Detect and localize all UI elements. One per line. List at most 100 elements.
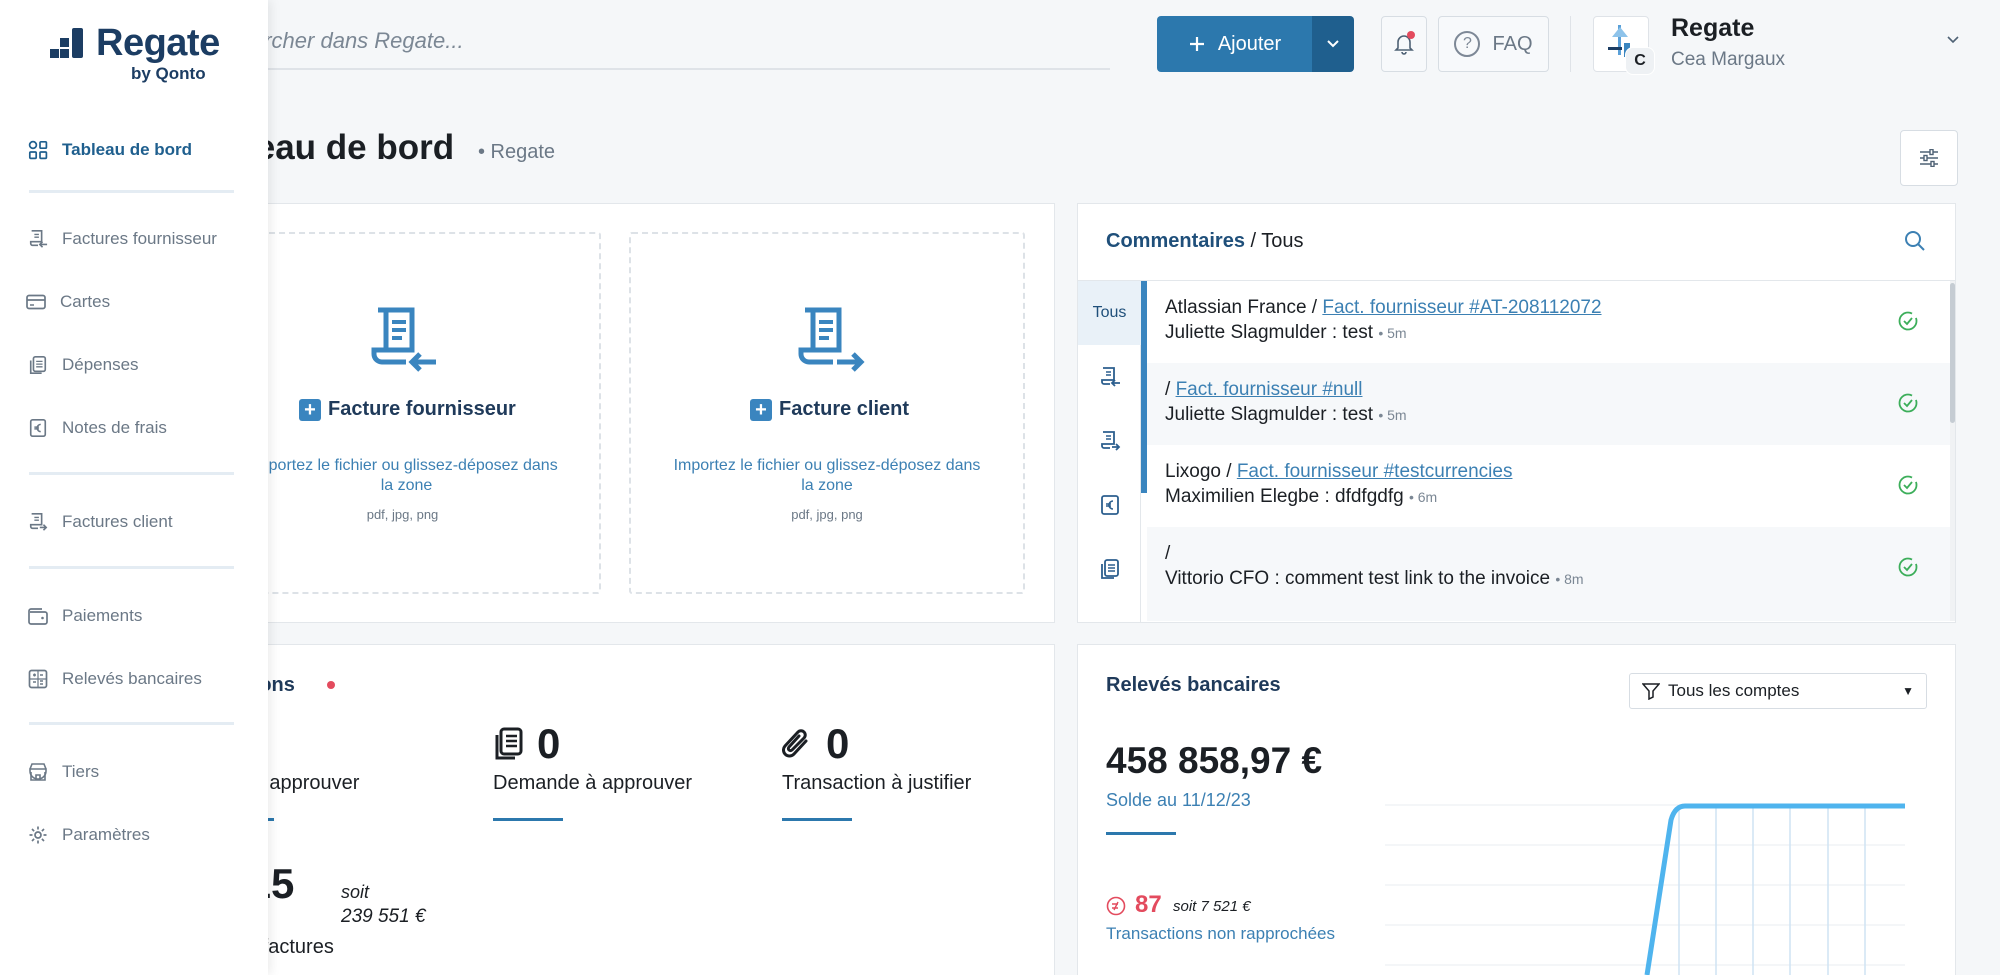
comment-time: • 6m xyxy=(1408,489,1438,505)
documents-icon xyxy=(29,356,47,374)
comments-filter[interactable]: / Tous xyxy=(1250,230,1304,252)
sidebar-item-expense-reports[interactable]: Notes de frais xyxy=(28,418,167,438)
notifications-button[interactable] xyxy=(1381,16,1427,72)
comment-row[interactable]: Lixogo / Fact. fournisseur #testcurrenci… xyxy=(1147,445,1950,527)
comment-time: • 5m xyxy=(1378,325,1407,341)
unreconciled-label: Transactions non rapprochées xyxy=(1106,924,1336,943)
sidebar-item-third-parties[interactable]: Tiers xyxy=(28,762,99,782)
comments-divider xyxy=(1078,280,1955,281)
add-dropdown-button[interactable] xyxy=(1312,16,1354,72)
comment-invoice-link[interactable]: Fact. fournisseur #AT-208112072 xyxy=(1322,297,1602,318)
client-invoice-icon xyxy=(29,513,48,531)
add-button-label: Ajouter xyxy=(1217,32,1282,55)
client-invoice-dropzone[interactable] xyxy=(629,232,1025,594)
invoices-soit: soit xyxy=(341,882,370,902)
sidebar-item-settings[interactable]: Paramètres xyxy=(28,825,150,845)
check-circle-icon[interactable] xyxy=(1898,557,1918,577)
unlinked-icon xyxy=(1106,896,1126,916)
regate-logo[interactable]: Regate xyxy=(96,22,220,64)
user-name[interactable]: Cea Margaux xyxy=(1671,49,1786,70)
comments-heading: Commentaires xyxy=(1106,230,1245,252)
sidebar-divider xyxy=(29,472,234,475)
sidebar-item-dashboard[interactable]: Tableau de bord xyxy=(28,140,192,160)
check-circle-icon[interactable] xyxy=(1898,475,1918,495)
tab-expense-reports[interactable] xyxy=(1078,473,1141,537)
account-filter-select[interactable]: Tous les comptes ▼ xyxy=(1629,673,1927,709)
alert-dot xyxy=(327,681,335,689)
faq-label: FAQ xyxy=(1492,32,1533,55)
sidebar-divider xyxy=(29,566,234,569)
supplier-invoice-title[interactable]: + Facture fournisseur xyxy=(299,398,516,421)
invoices-amount: 239 551 € xyxy=(341,906,426,927)
comments-scrollbar[interactable] xyxy=(1950,281,1955,621)
dashboard-icon xyxy=(28,140,48,160)
sidebar-item-bank-statements[interactable]: Relevés bancaires xyxy=(28,669,202,689)
euro-receipt-icon xyxy=(1100,495,1119,515)
stat-underline xyxy=(493,818,563,821)
balance-chart xyxy=(1385,803,1905,975)
comment-row[interactable]: Atlassian France / Fact. fournisseur #AT… xyxy=(1147,281,1950,363)
chevron-down-icon xyxy=(1327,40,1339,48)
sidebar-item-label: Relevés bancaires xyxy=(62,669,202,688)
add-button[interactable]: Ajouter xyxy=(1157,16,1312,72)
sidebar-item-label: Notes de frais xyxy=(62,418,167,437)
client-invoice-desc: Importez le fichier ou glissez-déposez d… xyxy=(673,457,981,494)
supplier-invoice-icon xyxy=(1100,367,1120,387)
comment-row[interactable]: / Fact. fournisseur #null Juliette Slagm… xyxy=(1147,363,1950,445)
sidebar-item-expenses[interactable]: Dépenses xyxy=(28,355,139,375)
comments-scrollbar-thumb[interactable] xyxy=(1950,283,1955,423)
sidebar-item-label: Paiements xyxy=(62,606,143,625)
gear-icon xyxy=(29,826,47,844)
company-name[interactable]: Regate xyxy=(1671,14,1755,42)
search-underline xyxy=(240,68,1110,70)
supplier-invoice-icon xyxy=(29,230,48,248)
actions-card xyxy=(230,644,1055,975)
sidebar-item-client-invoices[interactable]: Factures client xyxy=(28,512,173,532)
balance-underline xyxy=(1106,832,1176,835)
tab-supplier-invoices[interactable] xyxy=(1078,345,1141,409)
stat-transactions-to-justify-label: Transaction à justifier xyxy=(782,772,972,794)
check-circle-icon[interactable] xyxy=(1898,393,1918,413)
sidebar-item-payments[interactable]: Paiements xyxy=(28,606,142,626)
customize-dashboard-button[interactable] xyxy=(1900,130,1958,186)
euro-receipt-icon xyxy=(29,419,47,437)
filter-icon xyxy=(1642,683,1660,700)
stat-underline xyxy=(782,818,852,821)
active-comment-indicator xyxy=(1141,281,1147,493)
comment-text: Maximilien Elegbe : dfdfgdfg xyxy=(1165,486,1404,507)
stat-requests-to-approve-count[interactable]: 0 xyxy=(537,720,561,767)
check-circle-icon[interactable] xyxy=(1898,311,1918,331)
comment-text: Vittorio CFO : comment test link to the … xyxy=(1165,568,1551,589)
comment-supplier: / xyxy=(1165,543,1171,564)
company-logo[interactable] xyxy=(1593,16,1649,72)
comment-text: Juliette Slagmulder : test xyxy=(1165,322,1374,343)
comment-row[interactable]: / Vittorio CFO : comment test link to th… xyxy=(1147,527,1950,621)
sidebar xyxy=(0,0,268,975)
chevron-down-icon[interactable] xyxy=(1947,36,1959,44)
plus-icon: + xyxy=(299,398,321,421)
faq-button[interactable]: ? FAQ xyxy=(1438,16,1549,72)
paperclip-icon xyxy=(782,729,808,758)
sidebar-item-supplier-invoices[interactable]: Factures fournisseur xyxy=(28,229,217,249)
search-icon[interactable] xyxy=(1904,230,1926,252)
client-invoice-title[interactable]: + Facture client xyxy=(750,398,909,421)
client-invoice-types: pdf, jpg, png xyxy=(791,507,863,522)
header-divider xyxy=(1570,16,1571,72)
unreconciled-count[interactable]: 87 xyxy=(1135,891,1162,918)
sidebar-item-label: Tiers xyxy=(62,762,100,781)
comment-invoice-link[interactable]: Fact. fournisseur #null xyxy=(1175,379,1363,400)
tab-all[interactable]: Tous xyxy=(1078,281,1141,345)
comments-title: Commentaires / Tous xyxy=(1106,230,1304,253)
tab-expenses[interactable] xyxy=(1078,537,1141,601)
comment-invoice-link[interactable]: Fact. fournisseur #testcurrencies xyxy=(1236,461,1513,482)
stat-transactions-to-justify-count[interactable]: 0 xyxy=(826,720,850,767)
sidebar-item-cards[interactable]: Cartes xyxy=(26,292,110,312)
stat-requests-to-approve-label: Demande à approuver xyxy=(493,772,693,794)
account-filter-label: Tous les comptes xyxy=(1668,681,1800,700)
search-input[interactable]: ercher dans Regate... xyxy=(252,28,464,53)
client-invoice-label: Facture client xyxy=(779,398,910,420)
bank-balance-date: Solde au 11/12/23 xyxy=(1106,790,1251,810)
tab-all-label: Tous xyxy=(1092,304,1127,321)
tab-client-invoices[interactable] xyxy=(1078,409,1141,473)
supplier-invoice-icon xyxy=(371,307,436,372)
